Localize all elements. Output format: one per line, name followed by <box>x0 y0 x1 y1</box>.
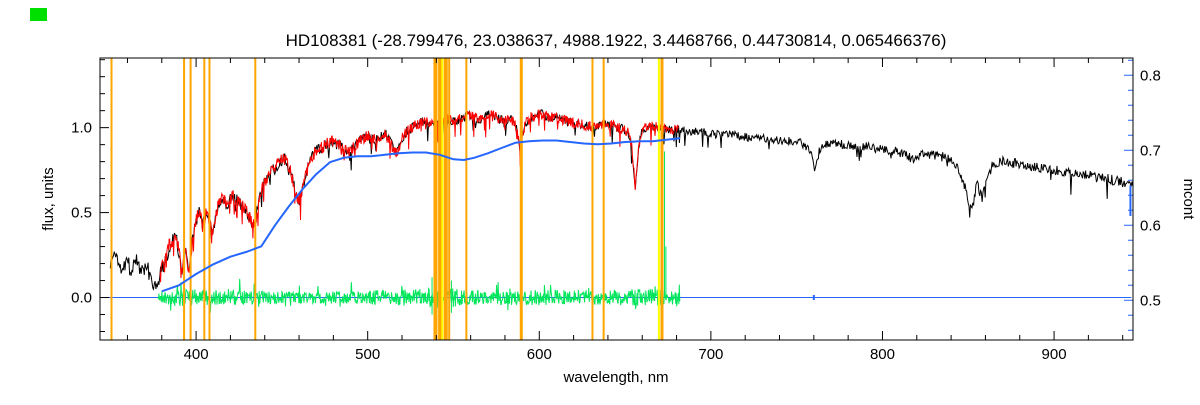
masked-region-lines <box>110 58 664 340</box>
model-spectrum-series <box>159 109 679 283</box>
plot-content: 400 500 600 700 800 900 0.0 0.5 1.0 0.5 0.6 0.7 0.8 <box>71 58 1161 363</box>
tick-label: 800 <box>870 346 895 363</box>
tick-label: 0.6 <box>1140 217 1161 234</box>
tick-label: 600 <box>527 346 552 363</box>
tick-label: 0.5 <box>1140 292 1161 309</box>
y-axis-label-left: flux, units <box>40 167 57 230</box>
tick-label: 1.0 <box>71 120 92 137</box>
tick-label: 0.8 <box>1140 67 1161 84</box>
axis-ticks: 400 500 600 700 800 900 0.0 0.5 1.0 0.5 0.6 0.7 0.8 <box>71 58 1161 363</box>
tick-label: 700 <box>698 346 723 363</box>
tick-label: 500 <box>355 346 380 363</box>
plot-title: HD108381 (-28.799476, 23.038637, 4988.19… <box>286 31 947 50</box>
tick-label: 0.5 <box>71 205 92 222</box>
plot-frame <box>99 57 1134 341</box>
tick-label: 0.7 <box>1140 142 1161 159</box>
corner-marker <box>30 8 47 21</box>
residual-series <box>157 151 681 315</box>
observed-spectrum-series <box>109 109 1133 291</box>
tick-label: 400 <box>184 346 209 363</box>
tick-label: 900 <box>1042 346 1067 363</box>
x-axis-label: wavelength, nm <box>562 369 668 386</box>
y-axis-label-right: mcont <box>1180 179 1197 221</box>
continuum-line <box>161 137 1132 293</box>
tick-label: 0.0 <box>71 290 92 307</box>
